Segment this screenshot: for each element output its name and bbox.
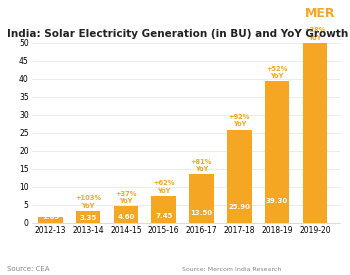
Text: MER: MER	[304, 7, 335, 20]
Text: 13.50: 13.50	[190, 210, 212, 216]
Bar	[265, 81, 289, 223]
Bar	[152, 196, 176, 223]
Bar	[76, 211, 100, 223]
Text: +103%
YoY: +103% YoY	[75, 195, 101, 208]
Text: 1.65: 1.65	[42, 214, 59, 220]
Bar	[227, 130, 252, 223]
Text: +81%
YoY: +81% YoY	[191, 159, 212, 172]
Text: +62%
YoY: +62% YoY	[153, 180, 175, 194]
Text: 39.30: 39.30	[266, 198, 288, 204]
Text: 7.45: 7.45	[155, 213, 173, 219]
Text: +52%
YoY: +52% YoY	[266, 66, 288, 79]
Text: +37%
YoY: +37% YoY	[115, 191, 137, 204]
Text: Source: Mercom India Research: Source: Mercom India Research	[182, 267, 281, 272]
Text: +92%
YoY: +92% YoY	[229, 114, 250, 127]
Text: 25.90: 25.90	[228, 204, 250, 210]
Text: 4.60: 4.60	[117, 214, 135, 220]
Bar	[38, 217, 63, 223]
Text: +28%
YoY: +28% YoY	[304, 27, 326, 41]
Text: 3.35: 3.35	[79, 215, 97, 221]
Bar	[303, 43, 327, 223]
Text: Source: CEA: Source: CEA	[7, 266, 49, 272]
Text: India: Solar Electricity Generation (in BU) and YoY Growth: India: Solar Electricity Generation (in …	[7, 29, 348, 39]
Bar	[114, 206, 138, 223]
Bar	[189, 174, 214, 223]
